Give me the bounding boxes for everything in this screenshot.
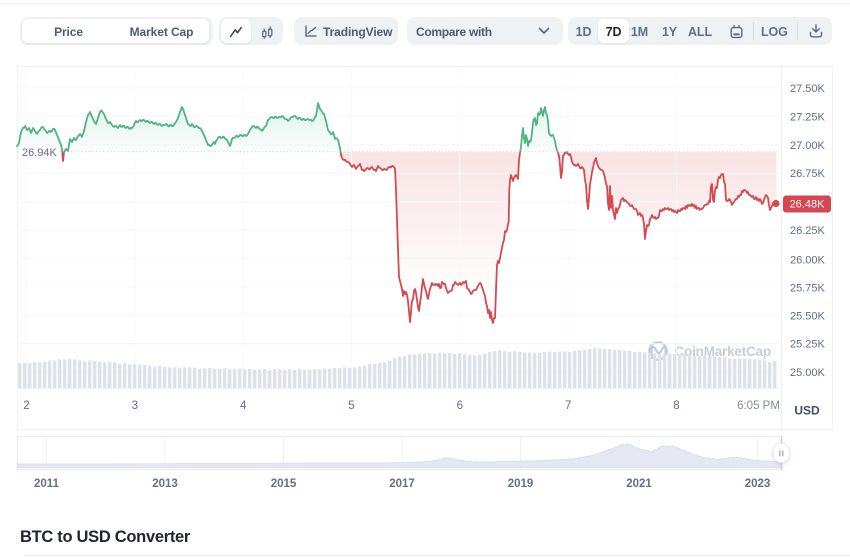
- svg-text:5: 5: [348, 400, 354, 412]
- svg-text:6: 6: [457, 400, 463, 412]
- svg-text:25.25K: 25.25K: [790, 339, 826, 351]
- svg-text:25.75K: 25.75K: [790, 282, 826, 294]
- svg-text:2017: 2017: [389, 478, 415, 490]
- svg-text:2011: 2011: [34, 478, 60, 490]
- svg-text:2: 2: [23, 400, 29, 412]
- svg-text:26.75K: 26.75K: [790, 168, 826, 180]
- svg-text:CoinMarketCap: CoinMarketCap: [675, 344, 771, 359]
- svg-text:2021: 2021: [626, 478, 652, 490]
- svg-text:2015: 2015: [271, 478, 297, 490]
- svg-text:7: 7: [565, 400, 571, 412]
- svg-text:USD: USD: [794, 404, 820, 418]
- svg-text:3: 3: [132, 400, 138, 412]
- svg-text:8: 8: [673, 400, 679, 412]
- svg-text:25.50K: 25.50K: [790, 311, 826, 323]
- svg-text:27.00K: 27.00K: [790, 140, 826, 152]
- svg-text:2023: 2023: [745, 478, 771, 490]
- svg-text:4: 4: [240, 400, 247, 412]
- svg-text:26.00K: 26.00K: [790, 254, 826, 266]
- svg-text:26.94K: 26.94K: [22, 147, 58, 159]
- svg-text:26.25K: 26.25K: [790, 225, 826, 237]
- svg-text:26.48K: 26.48K: [790, 199, 826, 211]
- svg-text:6:05 PM: 6:05 PM: [737, 400, 780, 412]
- svg-text:27.25K: 27.25K: [790, 111, 826, 123]
- svg-text:27.50K: 27.50K: [790, 83, 826, 95]
- svg-text:2013: 2013: [152, 478, 178, 490]
- svg-text:25.00K: 25.00K: [790, 367, 826, 379]
- svg-text:2019: 2019: [508, 478, 534, 490]
